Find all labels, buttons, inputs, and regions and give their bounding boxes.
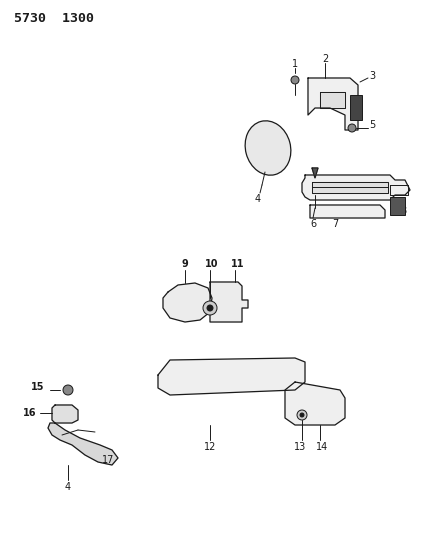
Text: 17: 17 [102,455,114,465]
Bar [390,197,405,215]
Polygon shape [390,185,408,195]
Polygon shape [308,78,358,130]
Polygon shape [48,423,118,465]
Polygon shape [52,405,78,423]
Polygon shape [302,175,410,200]
Text: 5: 5 [369,120,375,130]
Text: 8: 8 [400,206,406,216]
Text: 14: 14 [316,442,328,452]
Text: 10: 10 [205,259,219,269]
Text: 13: 13 [294,442,306,452]
Text: 2: 2 [322,54,328,64]
Circle shape [207,305,213,311]
Polygon shape [312,168,318,178]
Circle shape [300,413,304,417]
Text: 4: 4 [255,194,261,204]
Text: 3: 3 [369,71,375,81]
Text: 15: 15 [30,382,44,392]
Text: 11: 11 [231,259,245,269]
Text: 7: 7 [332,219,338,229]
Polygon shape [285,382,345,425]
Polygon shape [210,282,248,322]
Text: 16: 16 [22,408,36,418]
Circle shape [297,410,307,420]
Polygon shape [163,283,212,322]
Bar [350,95,362,120]
Text: 4: 4 [65,482,71,492]
Text: 6: 6 [310,219,316,229]
Text: 12: 12 [204,442,216,452]
Ellipse shape [245,121,291,175]
Circle shape [63,385,73,395]
Text: 1: 1 [292,59,298,69]
Circle shape [203,301,217,315]
Polygon shape [320,92,345,108]
Text: 5730  1300: 5730 1300 [14,12,94,25]
Text: 9: 9 [181,259,188,269]
Polygon shape [158,358,305,395]
Circle shape [291,76,299,84]
Circle shape [348,124,356,132]
Polygon shape [312,182,388,193]
Polygon shape [310,205,385,218]
